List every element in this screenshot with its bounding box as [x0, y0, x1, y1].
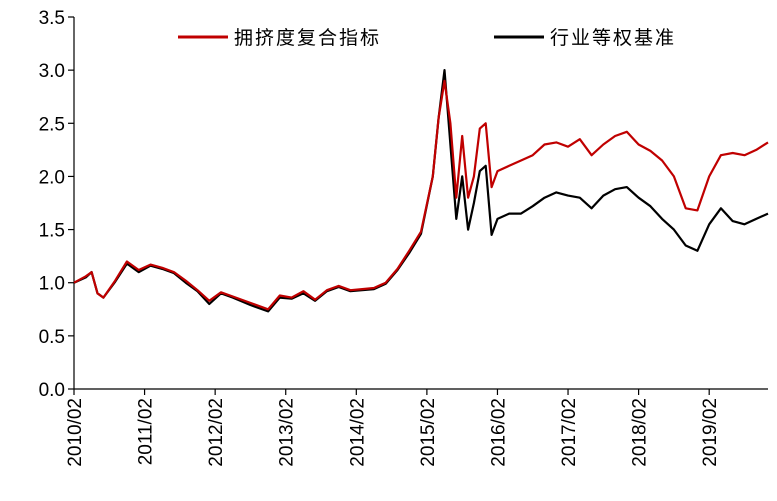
x-tick-label: 2015/02 [418, 398, 439, 467]
x-tick-label: 2017/02 [559, 398, 580, 467]
y-tick-label: 2.0 [39, 167, 65, 188]
legend-label-benchmark: 行业等权基准 [550, 27, 676, 49]
y-tick-label: 2.5 [39, 114, 65, 135]
x-tick-label: 2010/02 [65, 398, 86, 467]
x-tick-label: 2018/02 [630, 398, 651, 467]
y-tick-label: 1.5 [39, 221, 65, 242]
y-tick-label: 1.0 [39, 274, 65, 295]
series-line-crowding [73, 79, 769, 311]
x-tick-label: 2016/02 [488, 398, 509, 467]
x-tick-label: 2012/02 [206, 398, 227, 467]
axes [73, 17, 768, 390]
x-tick-label: 2013/02 [277, 398, 298, 467]
x-tick-label: 2019/02 [700, 398, 721, 467]
y-tick-label: 3.0 [39, 61, 65, 82]
y-tick-label: 3.5 [39, 8, 65, 29]
legend-label-crowding: 拥挤度复合指标 [234, 27, 381, 49]
x-tick-label: 2014/02 [347, 398, 368, 467]
series-layer [73, 69, 769, 313]
y-ticks: 0.0 0.5 1.0 1.5 2.0 2.5 3.0 3.5 [39, 8, 74, 401]
y-tick-label: 0.5 [39, 327, 65, 348]
y-tick-label: 0.0 [39, 380, 65, 401]
legend: 拥挤度复合指标 行业等权基准 [178, 27, 676, 49]
x-tick-label: 2011/02 [136, 398, 157, 465]
x-ticks: 2010/02 2011/02 2012/02 2013/02 2014/02 2015/… [65, 389, 721, 467]
